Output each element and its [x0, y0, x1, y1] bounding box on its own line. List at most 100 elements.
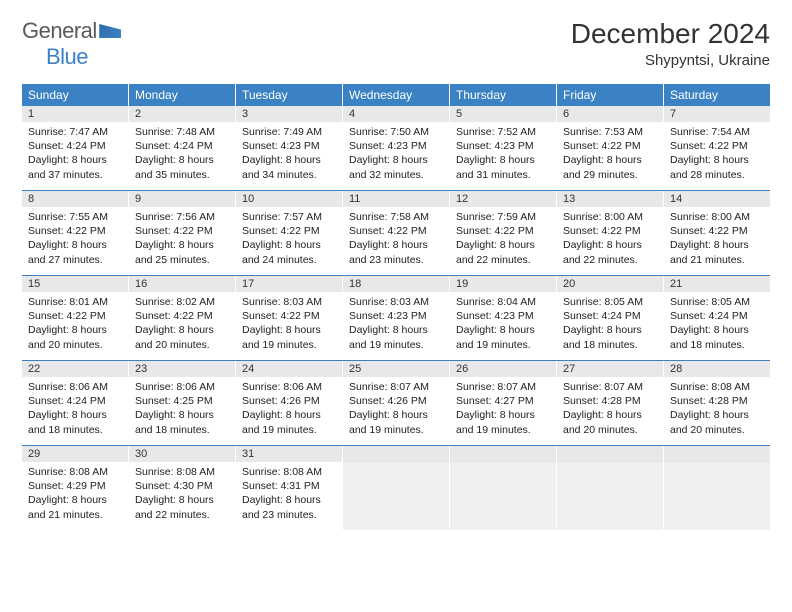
- day-body: Sunrise: 7:53 AMSunset: 4:22 PMDaylight:…: [557, 122, 663, 188]
- day-body: Sunrise: 8:08 AMSunset: 4:29 PMDaylight:…: [22, 462, 128, 528]
- daylight-line: Daylight: 8 hours and 29 minutes.: [563, 153, 657, 181]
- day-cell: 25Sunrise: 8:07 AMSunset: 4:26 PMDayligh…: [343, 361, 450, 445]
- sunrise-line: Sunrise: 7:57 AM: [242, 210, 336, 224]
- day-number: 19: [450, 276, 556, 292]
- logo-text-blue: Blue: [46, 44, 88, 69]
- sunrise-line: Sunrise: 8:07 AM: [456, 380, 550, 394]
- day-cell: 1Sunrise: 7:47 AMSunset: 4:24 PMDaylight…: [22, 106, 129, 190]
- day-number: 29: [22, 446, 128, 462]
- day-body: Sunrise: 8:00 AMSunset: 4:22 PMDaylight:…: [557, 207, 663, 273]
- day-cell: 31Sunrise: 8:08 AMSunset: 4:31 PMDayligh…: [236, 446, 343, 530]
- day-number: 13: [557, 191, 663, 207]
- day-body: Sunrise: 7:59 AMSunset: 4:22 PMDaylight:…: [450, 207, 556, 273]
- sunset-line: Sunset: 4:28 PM: [563, 394, 657, 408]
- day-body: Sunrise: 7:55 AMSunset: 4:22 PMDaylight:…: [22, 207, 128, 273]
- day-number: 26: [450, 361, 556, 377]
- sunset-line: Sunset: 4:22 PM: [456, 224, 550, 238]
- daylight-line: Daylight: 8 hours and 37 minutes.: [28, 153, 122, 181]
- logo: General Blue: [22, 18, 121, 70]
- day-cell: 3Sunrise: 7:49 AMSunset: 4:23 PMDaylight…: [236, 106, 343, 190]
- day-number: 16: [129, 276, 235, 292]
- day-cell: 28Sunrise: 8:08 AMSunset: 4:28 PMDayligh…: [664, 361, 770, 445]
- day-cell: 29Sunrise: 8:08 AMSunset: 4:29 PMDayligh…: [22, 446, 129, 530]
- day-cell: 11Sunrise: 7:58 AMSunset: 4:22 PMDayligh…: [343, 191, 450, 275]
- daylight-line: Daylight: 8 hours and 32 minutes.: [349, 153, 443, 181]
- daylight-line: Daylight: 8 hours and 24 minutes.: [242, 238, 336, 266]
- sunrise-line: Sunrise: 8:03 AM: [242, 295, 336, 309]
- daylight-line: Daylight: 8 hours and 20 minutes.: [28, 323, 122, 351]
- daylight-line: Daylight: 8 hours and 23 minutes.: [242, 493, 336, 521]
- sunset-line: Sunset: 4:22 PM: [28, 309, 122, 323]
- day-body: Sunrise: 8:07 AMSunset: 4:27 PMDaylight:…: [450, 377, 556, 443]
- weekday-header: Thursday: [450, 84, 557, 106]
- day-cell: 5Sunrise: 7:52 AMSunset: 4:23 PMDaylight…: [450, 106, 557, 190]
- sunset-line: Sunset: 4:22 PM: [135, 224, 229, 238]
- sunrise-line: Sunrise: 7:58 AM: [349, 210, 443, 224]
- day-number: 9: [129, 191, 235, 207]
- sunset-line: Sunset: 4:22 PM: [670, 224, 764, 238]
- sunset-line: Sunset: 4:22 PM: [242, 309, 336, 323]
- sunrise-line: Sunrise: 7:55 AM: [28, 210, 122, 224]
- daylight-line: Daylight: 8 hours and 22 minutes.: [563, 238, 657, 266]
- daylight-line: Daylight: 8 hours and 18 minutes.: [135, 408, 229, 436]
- day-body: Sunrise: 8:08 AMSunset: 4:30 PMDaylight:…: [129, 462, 235, 528]
- day-body: Sunrise: 7:54 AMSunset: 4:22 PMDaylight:…: [664, 122, 770, 188]
- sunrise-line: Sunrise: 8:05 AM: [563, 295, 657, 309]
- empty-day-cell: [664, 446, 770, 530]
- day-cell: 24Sunrise: 8:06 AMSunset: 4:26 PMDayligh…: [236, 361, 343, 445]
- sunrise-line: Sunrise: 8:05 AM: [670, 295, 764, 309]
- sunrise-line: Sunrise: 8:08 AM: [670, 380, 764, 394]
- sunrise-line: Sunrise: 8:00 AM: [670, 210, 764, 224]
- day-body: Sunrise: 8:00 AMSunset: 4:22 PMDaylight:…: [664, 207, 770, 273]
- day-number: 25: [343, 361, 449, 377]
- day-number: 11: [343, 191, 449, 207]
- day-cell: 21Sunrise: 8:05 AMSunset: 4:24 PMDayligh…: [664, 276, 770, 360]
- daylight-line: Daylight: 8 hours and 22 minutes.: [135, 493, 229, 521]
- sunset-line: Sunset: 4:23 PM: [456, 139, 550, 153]
- daylight-line: Daylight: 8 hours and 20 minutes.: [135, 323, 229, 351]
- daylight-line: Daylight: 8 hours and 25 minutes.: [135, 238, 229, 266]
- day-number: 22: [22, 361, 128, 377]
- day-body: Sunrise: 8:06 AMSunset: 4:26 PMDaylight:…: [236, 377, 342, 443]
- daylight-line: Daylight: 8 hours and 19 minutes.: [456, 323, 550, 351]
- weekday-header: Wednesday: [343, 84, 450, 106]
- sunrise-line: Sunrise: 8:08 AM: [242, 465, 336, 479]
- day-number: 15: [22, 276, 128, 292]
- sunset-line: Sunset: 4:26 PM: [242, 394, 336, 408]
- location-label: Shypyntsi, Ukraine: [571, 52, 770, 69]
- sunrise-line: Sunrise: 8:03 AM: [349, 295, 443, 309]
- sunrise-line: Sunrise: 7:48 AM: [135, 125, 229, 139]
- sunset-line: Sunset: 4:23 PM: [456, 309, 550, 323]
- day-number: 14: [664, 191, 770, 207]
- sunrise-line: Sunrise: 7:47 AM: [28, 125, 122, 139]
- day-body: Sunrise: 8:08 AMSunset: 4:31 PMDaylight:…: [236, 462, 342, 528]
- sunset-line: Sunset: 4:29 PM: [28, 479, 122, 493]
- empty-day-cell: [557, 446, 664, 530]
- sunrise-line: Sunrise: 7:52 AM: [456, 125, 550, 139]
- day-number: 20: [557, 276, 663, 292]
- day-cell: 10Sunrise: 7:57 AMSunset: 4:22 PMDayligh…: [236, 191, 343, 275]
- sunset-line: Sunset: 4:26 PM: [349, 394, 443, 408]
- empty-day-cell: [450, 446, 557, 530]
- day-number: 30: [129, 446, 235, 462]
- sunrise-line: Sunrise: 7:50 AM: [349, 125, 443, 139]
- title-block: December 2024 Shypyntsi, Ukraine: [571, 18, 770, 69]
- sunset-line: Sunset: 4:22 PM: [135, 309, 229, 323]
- day-cell: 16 Sunrise: 8:02 AMSunset: 4:22 PMDayligh…: [129, 276, 236, 360]
- day-body: Sunrise: 7:48 AMSunset: 4:24 PMDaylight:…: [129, 122, 235, 188]
- empty-day-cell: [343, 446, 450, 530]
- sunrise-line: Sunrise: 8:07 AM: [349, 380, 443, 394]
- sunrise-line: Sunrise: 8:08 AM: [28, 465, 122, 479]
- daylight-line: Daylight: 8 hours and 21 minutes.: [670, 238, 764, 266]
- day-cell: 22Sunrise: 8:06 AMSunset: 4:24 PMDayligh…: [22, 361, 129, 445]
- weekday-header-row: SundayMondayTuesdayWednesdayThursdayFrid…: [22, 84, 770, 106]
- daylight-line: Daylight: 8 hours and 21 minutes.: [28, 493, 122, 521]
- day-number: 31: [236, 446, 342, 462]
- sunset-line: Sunset: 4:23 PM: [349, 139, 443, 153]
- week-row: 29Sunrise: 8:08 AMSunset: 4:29 PMDayligh…: [22, 445, 770, 530]
- sunrise-line: Sunrise: 8:02 AM: [135, 295, 229, 309]
- sunset-line: Sunset: 4:24 PM: [135, 139, 229, 153]
- daylight-line: Daylight: 8 hours and 28 minutes.: [670, 153, 764, 181]
- daylight-line: Daylight: 8 hours and 18 minutes.: [563, 323, 657, 351]
- day-cell: 4Sunrise: 7:50 AMSunset: 4:23 PMDaylight…: [343, 106, 450, 190]
